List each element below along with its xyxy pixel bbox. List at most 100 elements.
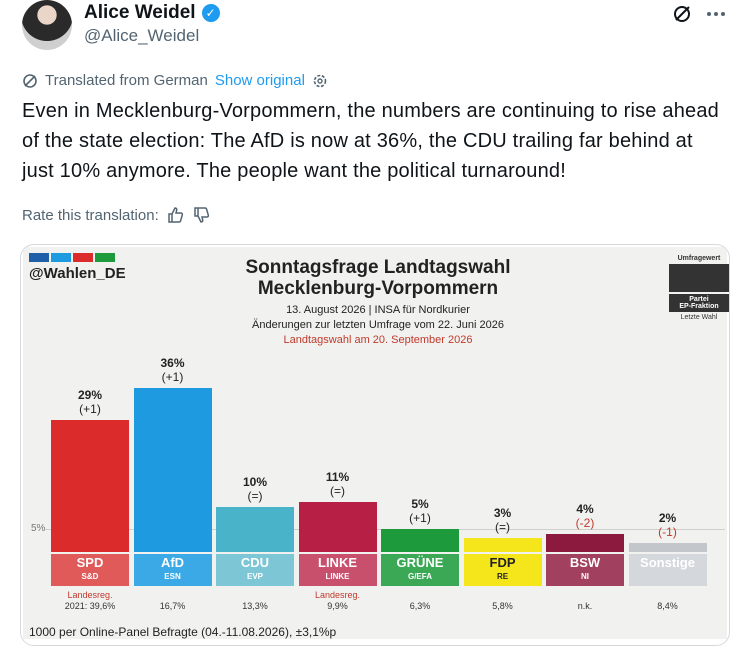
legend-top: Umfragewert xyxy=(677,255,721,262)
party-label-grüne: GRÜNE G/EFA xyxy=(381,554,459,586)
party-name: SPD xyxy=(76,555,104,570)
legend-party-box: Partei EP-Fraktion xyxy=(669,294,729,312)
previous-result-grüne: 6,3% xyxy=(381,590,459,612)
government-label: Landesreg. xyxy=(314,590,361,600)
legend-swatch xyxy=(669,264,729,292)
subtitle-election: Landtagswahl am 20. September 2026 xyxy=(283,334,473,346)
previous-value: 13,3% xyxy=(242,601,268,611)
source-tag: @Wahlen_DE xyxy=(29,265,126,282)
change-text: (-1) xyxy=(658,524,677,539)
value-text: 2% xyxy=(658,510,677,525)
legend-bottom: Letzte Wahl xyxy=(680,314,718,321)
party-label-bsw: BSW NI xyxy=(546,554,624,586)
party-group: EVP xyxy=(246,572,263,581)
subtitle-date: 13. August 2026 | INSA für Nordkurier xyxy=(286,304,470,316)
data-label-afd: 36% (+1) xyxy=(133,356,213,384)
value-text: 36% xyxy=(160,356,185,371)
rate-label: Rate this translation: xyxy=(22,206,159,224)
party-name: CDU xyxy=(240,555,270,570)
change-text: (+1) xyxy=(409,511,431,526)
previous-result-cdu: 13,3% xyxy=(216,590,294,612)
legend-group: EP-Fraktion xyxy=(679,303,719,310)
bar-spd xyxy=(51,420,129,552)
previous-value: 9,9% xyxy=(327,601,348,611)
verified-badge-icon: ✓ xyxy=(201,4,220,22)
legend-key: Umfragewert Partei EP-Fraktion Letzte Wa… xyxy=(669,255,729,321)
data-label-spd: 29% (+1) xyxy=(50,388,130,416)
change-text: (=) xyxy=(247,488,263,503)
thumbs-down-icon[interactable] xyxy=(193,206,211,224)
translate-icon xyxy=(23,73,37,88)
party-label-afd: AfD ESN xyxy=(133,554,212,586)
bar-sonstige xyxy=(628,542,707,552)
bar-afd xyxy=(133,388,212,552)
chart-title-line1: Sonntagsfrage Landtagswahl xyxy=(245,257,511,278)
show-original-link[interactable]: Show original xyxy=(214,72,305,89)
value-text: 5% xyxy=(411,497,429,512)
more-options-icon[interactable] xyxy=(704,2,728,26)
previous-result-linke: Landesreg. 9,9% xyxy=(299,590,377,612)
top-actions xyxy=(670,2,728,26)
previous-result-afd: 16,7% xyxy=(134,590,212,612)
change-text: (-2) xyxy=(575,515,595,530)
party-group: ESN xyxy=(164,572,181,581)
party-name: FDP xyxy=(489,555,516,570)
chart-image-card[interactable]: @Wahlen_DE Sonntagsfrage Landtagswahl Me… xyxy=(20,244,730,646)
grok-icon[interactable] xyxy=(670,2,694,26)
value-text: 3% xyxy=(493,506,512,521)
party-label-fdp: FDP RE xyxy=(463,554,542,586)
chart-title: Sonntagsfrage Landtagswahl Mecklenburg-V… xyxy=(173,257,583,299)
previous-value: 8,4% xyxy=(657,601,678,611)
chart-footer: 1000 per Online-Panel Befragte (04.-11.0… xyxy=(29,625,337,639)
bar-linke xyxy=(298,501,377,552)
party-group: RE xyxy=(496,572,509,581)
previous-result-bsw: n.k. xyxy=(546,590,624,612)
thumbs-up-icon[interactable] xyxy=(167,206,185,224)
party-group: S&D xyxy=(81,572,99,581)
previous-result-sonstige: 8,4% xyxy=(629,590,707,612)
bar-grüne xyxy=(381,529,459,552)
data-label-cdu: 10% (=) xyxy=(215,475,295,503)
party-label-linke: LINKE LINKE xyxy=(298,554,377,586)
subtitle-changes: Änderungen zur letzten Umfrage vom 22. J… xyxy=(252,319,504,331)
five-percent-label: 5% xyxy=(31,523,46,535)
translation-notice: Translated from German Show original xyxy=(22,72,328,89)
party-label-spd: SPD S&D xyxy=(51,554,129,586)
previous-value: 6,3% xyxy=(409,601,431,611)
chart-title-line2: Mecklenburg-Vorpommern xyxy=(257,278,499,299)
party-group: NI xyxy=(581,572,589,581)
value-text: 29% xyxy=(77,388,103,403)
data-label-linke: 11% (=) xyxy=(298,470,378,498)
value-text: 11% xyxy=(325,469,350,484)
flag-strip xyxy=(29,253,115,262)
avatar[interactable] xyxy=(22,0,72,50)
legend-party: Partei xyxy=(689,296,709,303)
value-text: 4% xyxy=(576,501,594,516)
party-group: LINKE xyxy=(325,572,350,581)
settings-gear-icon[interactable] xyxy=(312,73,328,89)
data-label-sonstige: 2% (-1) xyxy=(628,511,708,539)
handle[interactable]: @Alice_Weidel xyxy=(84,26,200,45)
chart-area: @Wahlen_DE Sonntagsfrage Landtagswahl Me… xyxy=(23,247,729,639)
chart-subtitle: 13. August 2026 | INSA für Nordkurier Än… xyxy=(173,303,583,348)
change-text: (=) xyxy=(330,483,345,498)
previous-value: n.k. xyxy=(577,601,593,611)
party-name: GRÜNE xyxy=(396,555,444,570)
author-name-row: Alice Weidel ✓ xyxy=(84,2,220,24)
party-label-cdu: CDU EVP xyxy=(216,554,294,586)
data-label-fdp: 3% (=) xyxy=(463,506,543,534)
party-name: Sonstige xyxy=(640,555,695,570)
previous-result-fdp: 5,8% xyxy=(464,590,542,612)
bar-cdu xyxy=(216,506,294,552)
display-name[interactable]: Alice Weidel xyxy=(84,2,196,23)
bar-fdp xyxy=(463,538,542,552)
change-text: (=) xyxy=(495,520,510,535)
data-label-grüne: 5% (+1) xyxy=(380,497,460,525)
government-label: Landesreg. xyxy=(67,590,113,600)
value-text: 10% xyxy=(242,474,268,489)
previous-value: 5,8% xyxy=(492,601,513,611)
party-group: G/EFA xyxy=(407,572,432,581)
party-label-sonstige: Sonstige xyxy=(628,554,707,586)
party-name: BSW xyxy=(569,555,601,570)
party-name: LINKE xyxy=(318,555,357,570)
